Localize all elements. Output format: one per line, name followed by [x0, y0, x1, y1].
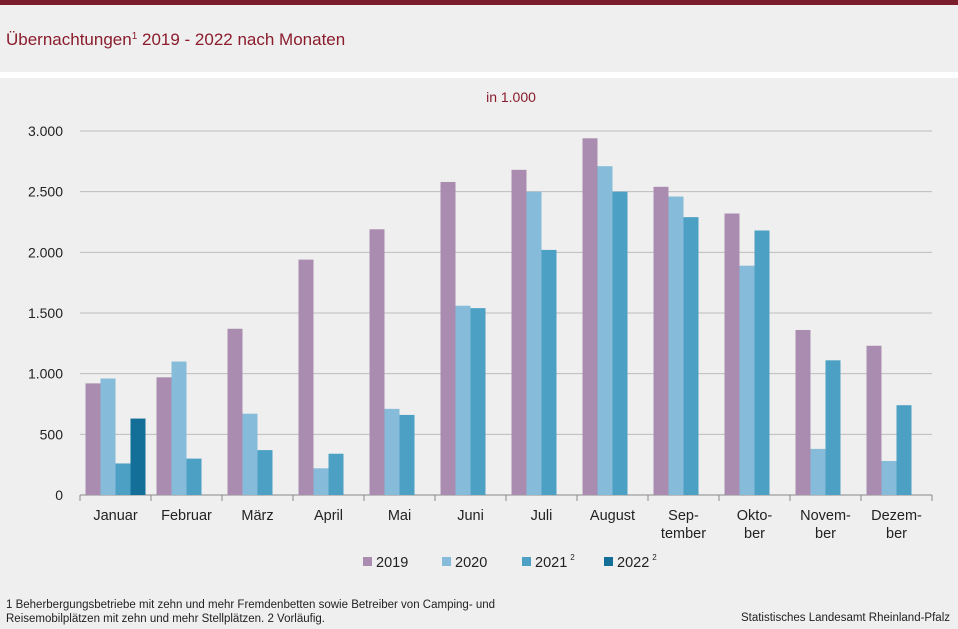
chart-title: Übernachtungen1 2019 - 2022 nach Monaten [6, 30, 346, 49]
y-tick-label: 1.000 [28, 366, 63, 382]
bar [369, 229, 385, 495]
x-tick-label: Dezem- [871, 508, 922, 524]
unit-label: in 1.000 [486, 89, 536, 105]
x-tick-label: Juli [531, 508, 553, 524]
x-tick-label: Okto- [737, 508, 773, 524]
x-tick-label: August [590, 508, 635, 524]
bar [257, 450, 273, 495]
y-tick-label: 500 [40, 426, 64, 442]
bar [866, 345, 882, 495]
y-tick-label: 2.500 [28, 184, 63, 200]
bar [739, 265, 755, 495]
legend-footnote-marker: 2 [570, 553, 575, 562]
y-tick-label: 3.000 [28, 123, 63, 139]
x-tick-label: Februar [161, 508, 212, 524]
bar [440, 181, 456, 495]
bar [668, 196, 684, 495]
legend-label: 2019 [376, 555, 408, 571]
bar [612, 191, 628, 495]
bar [115, 463, 131, 495]
bar [597, 166, 613, 495]
bar [186, 458, 202, 495]
title-separator [0, 72, 958, 78]
bar [130, 418, 146, 495]
legend-swatch [442, 557, 451, 566]
bar [541, 249, 557, 495]
x-tick-label: April [314, 508, 343, 524]
legend-swatch [363, 557, 372, 566]
x-tick-label: Novem- [800, 508, 851, 524]
bar [653, 186, 669, 495]
bar [810, 448, 826, 495]
x-tick-label: März [241, 508, 273, 524]
y-tick-label: 2.000 [28, 244, 63, 260]
bar [298, 259, 314, 495]
y-tick-label: 0 [55, 487, 63, 503]
bar [881, 461, 897, 495]
top-rule [0, 0, 958, 5]
bar [384, 408, 400, 495]
x-tick-label: ber [815, 526, 836, 542]
y-tick-label: 1.500 [28, 305, 63, 321]
x-tick-label: tember [661, 526, 706, 542]
bar [156, 377, 172, 495]
bar [227, 328, 243, 495]
bar [582, 138, 598, 495]
source-credit: Statistisches Landesamt Rheinland-Pfalz [740, 612, 950, 624]
bar [399, 414, 415, 495]
bar [511, 169, 527, 495]
x-tick-label: Januar [93, 508, 138, 524]
bar [313, 468, 329, 495]
legend-label: 2021 2 [535, 553, 575, 571]
x-tick-label: Sep- [668, 508, 699, 524]
legend-label: 2020 [455, 555, 487, 571]
legend-swatch [604, 557, 613, 566]
bar [85, 383, 101, 495]
title-band [0, 5, 958, 72]
bar [754, 230, 770, 495]
bar [100, 378, 116, 495]
x-tick-label: ber [744, 526, 765, 542]
x-tick-label: ber [886, 526, 907, 542]
bar [896, 405, 912, 495]
footnote: 1 Beherbergungsbetriebe mit zehn und meh… [6, 599, 496, 625]
bar [825, 360, 841, 495]
bar [683, 217, 699, 495]
x-tick-label: Mai [388, 508, 411, 524]
bar [795, 329, 811, 495]
legend-label: 2022 2 [617, 553, 657, 571]
bar [724, 213, 740, 496]
bar [242, 413, 258, 495]
legend-footnote-marker: 2 [652, 553, 657, 562]
legend-swatch [522, 557, 531, 566]
bar [171, 361, 187, 495]
bar [470, 308, 486, 495]
bar [455, 305, 471, 495]
bar [328, 453, 344, 495]
x-tick-label: Juni [457, 508, 484, 524]
bar-chart: in 1.000 0 500 1.000 1.500 2.000 2.500 3.000 Jan… [0, 78, 958, 593]
bar [526, 191, 542, 495]
